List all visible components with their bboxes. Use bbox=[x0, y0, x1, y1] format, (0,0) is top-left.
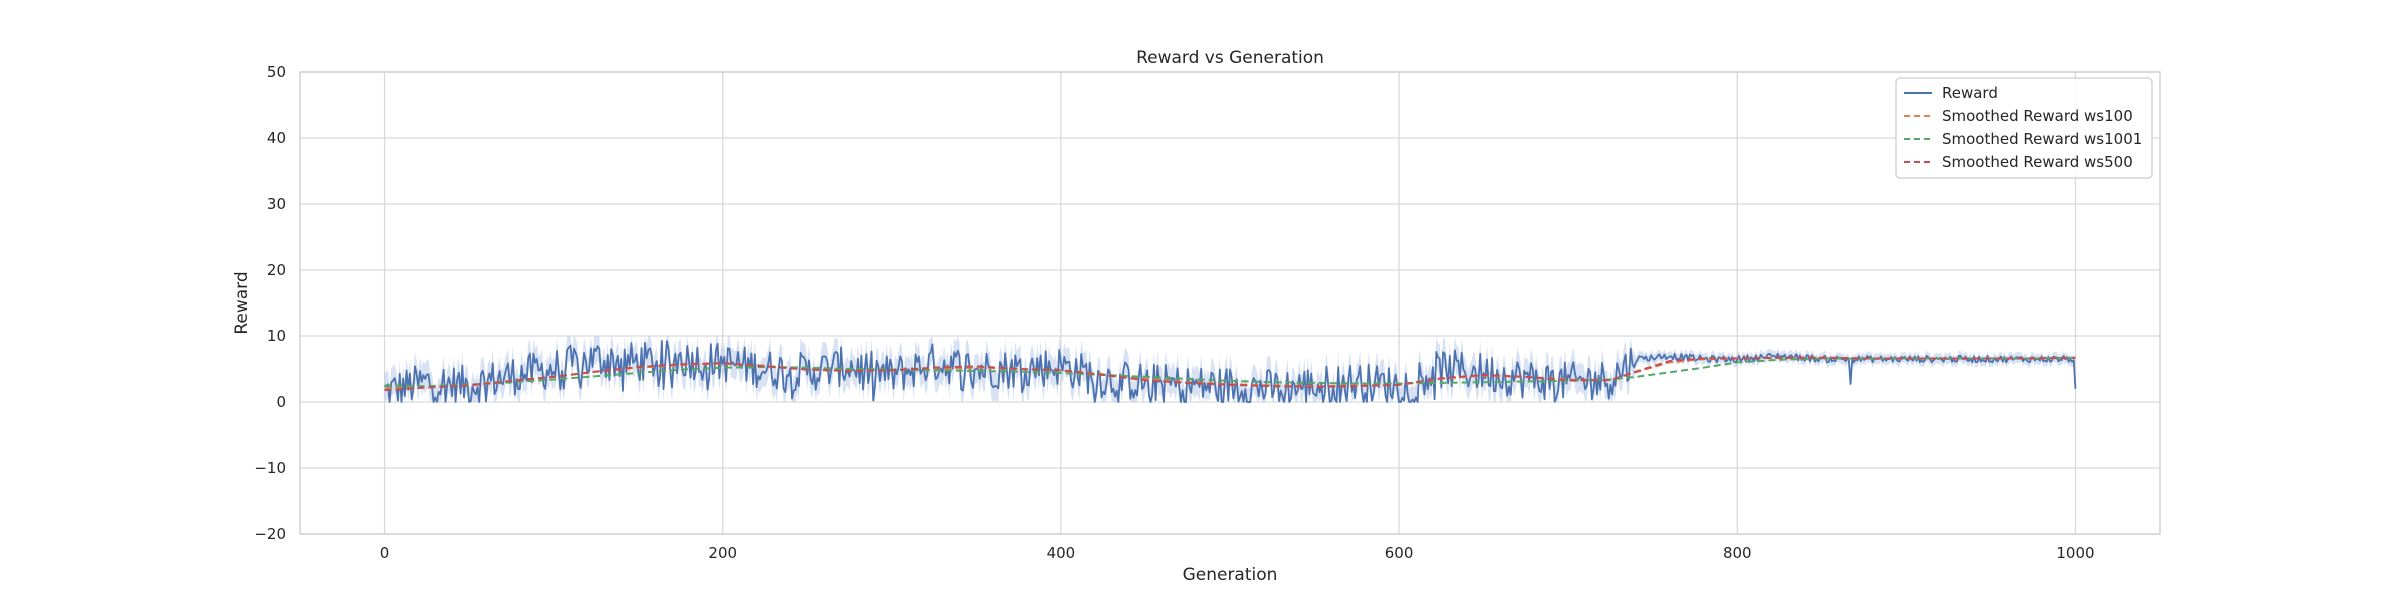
y-axis-title: Reward bbox=[232, 271, 252, 334]
plot-background bbox=[300, 72, 2160, 534]
legend-label: Smoothed Reward ws1001 bbox=[1942, 130, 2142, 148]
legend: Reward Smoothed Reward ws100 Smoothed Rewa… bbox=[1895, 77, 2153, 179]
x-tick-label: 200 bbox=[708, 544, 737, 562]
series-line-smoothed-3 bbox=[384, 356, 2076, 392]
x-tick-label: 1000 bbox=[2056, 544, 2094, 562]
chart-title: Reward vs Generation bbox=[1136, 48, 1324, 68]
series-lines bbox=[384, 340, 2077, 403]
x-tick-label: 600 bbox=[1385, 544, 1414, 562]
x-tick-label: 800 bbox=[1723, 544, 1752, 562]
legend-label: Smoothed Reward ws100 bbox=[1942, 107, 2133, 125]
x-axis-ticks: 0 200 400 600 800 1000 bbox=[380, 544, 2095, 562]
y-tick-label: −10 bbox=[254, 459, 286, 477]
series-line-smoothed-2 bbox=[384, 356, 2076, 388]
y-tick-label: 0 bbox=[276, 393, 286, 411]
plot-frame bbox=[299, 71, 2161, 535]
legend-box bbox=[1895, 77, 2153, 179]
y-tick-label: −20 bbox=[254, 525, 286, 543]
y-tick-label: 20 bbox=[267, 261, 286, 279]
y-tick-label: 30 bbox=[267, 195, 286, 213]
x-tick-label: 0 bbox=[380, 544, 390, 562]
y-tick-label: 40 bbox=[267, 129, 286, 147]
y-axis-ticks: −20 −10 0 10 20 30 40 50 bbox=[254, 63, 286, 543]
x-axis-title: Generation bbox=[1183, 565, 1278, 585]
legend-label: Reward bbox=[1942, 84, 1998, 102]
y-tick-label: 50 bbox=[267, 63, 286, 81]
legend-label: Smoothed Reward ws500 bbox=[1942, 153, 2133, 171]
x-tick-label: 400 bbox=[1047, 544, 1076, 562]
y-tick-label: 10 bbox=[267, 327, 286, 345]
